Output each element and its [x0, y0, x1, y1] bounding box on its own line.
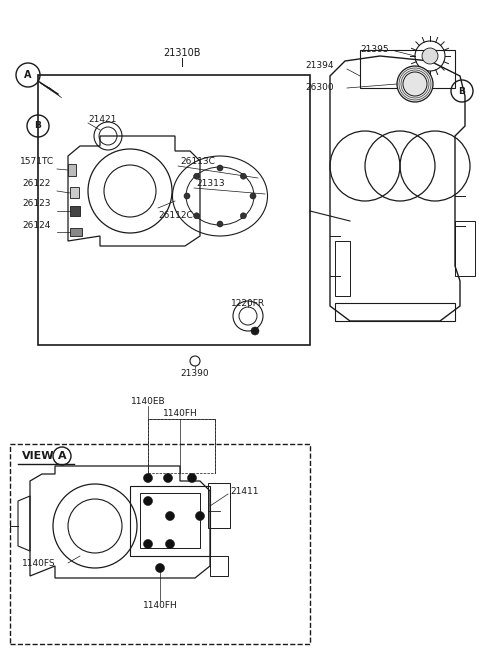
Circle shape [166, 512, 175, 520]
Bar [455, 221, 475, 276]
Bar [210, 556, 228, 576]
Text: 21395: 21395 [360, 45, 389, 54]
Text: 21313: 21313 [196, 180, 225, 188]
Text: 1140EB: 1140EB [131, 396, 165, 405]
Bar [140, 493, 200, 548]
Polygon shape [40, 83, 62, 98]
Circle shape [156, 564, 165, 573]
Text: 26124: 26124 [22, 220, 50, 230]
Circle shape [164, 474, 172, 483]
Text: 26122: 26122 [22, 178, 50, 188]
Bar [335, 241, 350, 296]
Bar [335, 303, 455, 321]
Text: 1140FH: 1140FH [143, 602, 178, 611]
Bar [148, 419, 215, 473]
Bar [70, 228, 82, 236]
Text: B: B [35, 121, 41, 131]
Circle shape [217, 221, 223, 227]
Circle shape [193, 173, 200, 179]
Circle shape [144, 539, 153, 548]
Bar [68, 164, 76, 176]
Text: 26113C: 26113C [180, 157, 215, 167]
Text: A: A [24, 70, 32, 80]
Circle shape [251, 327, 259, 335]
Text: A: A [58, 451, 66, 461]
Circle shape [240, 213, 246, 219]
Text: 21310B: 21310B [163, 48, 201, 58]
Circle shape [422, 48, 438, 64]
Circle shape [195, 512, 204, 520]
Circle shape [250, 193, 256, 199]
Text: B: B [458, 87, 466, 96]
Circle shape [166, 539, 175, 548]
Bar [70, 206, 80, 216]
Text: 26112C: 26112C [158, 211, 193, 220]
Text: VIEW: VIEW [22, 451, 55, 461]
Bar [70, 187, 79, 198]
Bar [130, 486, 210, 556]
Text: 21421: 21421 [88, 115, 116, 123]
Text: 26300: 26300 [305, 83, 334, 92]
Bar [360, 50, 455, 88]
Text: 26123: 26123 [22, 199, 50, 209]
Circle shape [144, 474, 153, 483]
Circle shape [184, 193, 190, 199]
Bar [38, 75, 310, 345]
Text: 1220FR: 1220FR [231, 298, 265, 308]
Text: 21394: 21394 [305, 62, 334, 70]
Text: 21390: 21390 [180, 369, 209, 379]
Text: 1140FS: 1140FS [22, 558, 56, 567]
Circle shape [188, 474, 196, 483]
Bar [208, 483, 230, 528]
Text: 1571TC: 1571TC [20, 157, 54, 165]
Circle shape [193, 213, 200, 219]
Text: 21411: 21411 [230, 487, 259, 495]
Bar [10, 444, 310, 644]
Circle shape [144, 497, 153, 506]
Circle shape [240, 173, 246, 179]
Circle shape [217, 165, 223, 171]
Text: 1140FH: 1140FH [163, 409, 197, 419]
Circle shape [397, 66, 433, 102]
